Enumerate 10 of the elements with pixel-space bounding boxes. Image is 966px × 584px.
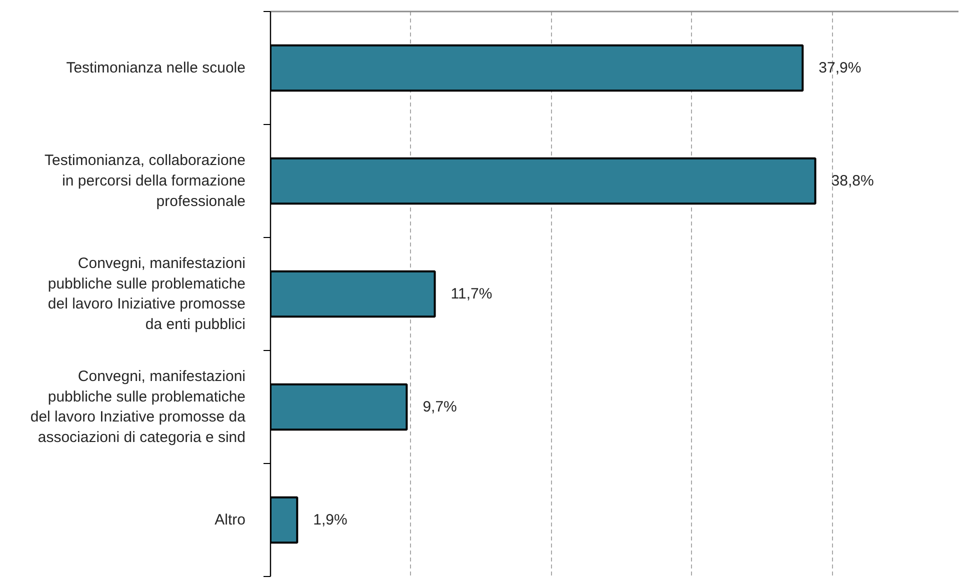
data-label: 1,9% (313, 512, 348, 528)
data-label: 38,8% (831, 172, 874, 190)
data-label: 11,7% (450, 286, 492, 302)
data-label: 37,9% (818, 60, 862, 76)
y-tick-label: Convegni, manifestazioni pubbliche sulle problematiche del lavoro Inziative promosse da associazioni di categoria e sind (30, 368, 246, 446)
y-tick-label: Testimonianza, collaborazione in percorsi della formazione professionale (44, 152, 246, 210)
y-tick-label: Convegni, manifestazioni pubbliche sulle problematiche del lavoro Iniziative promosse da enti pubblici (48, 254, 246, 334)
data-label: 9,7% (422, 398, 457, 416)
y-tick-label: Altro (214, 512, 246, 528)
y-tick-label: Testimonianza nelle scuole (66, 60, 246, 76)
